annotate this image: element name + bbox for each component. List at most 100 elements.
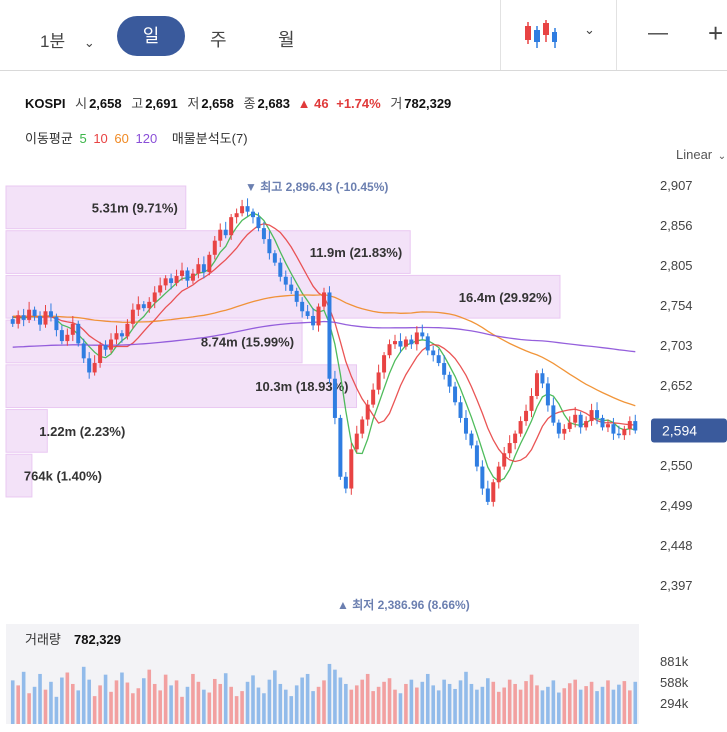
- volume-bar: [169, 685, 173, 724]
- candle-body: [201, 264, 206, 273]
- candle-body: [65, 334, 70, 342]
- volume-bar: [349, 689, 354, 724]
- volume-bar: [453, 688, 457, 724]
- candle-body: [420, 332, 425, 337]
- volume-bar: [551, 680, 556, 724]
- high-label: 고: [131, 96, 144, 111]
- volume-profile-label: 5.31m (9.71%): [92, 200, 178, 215]
- volume-bar: [442, 679, 446, 724]
- y-axis: 2,907 2,856 2,805 2,754 2,703 2,652 2,550 2,499…: [651, 178, 727, 593]
- candle-body: [261, 228, 266, 240]
- volume-bar: [415, 687, 419, 724]
- candle-body: [212, 240, 217, 255]
- volume-bar: [245, 681, 250, 724]
- volume-bar: [540, 690, 545, 724]
- candle-body: [147, 301, 152, 309]
- candle-body: [21, 315, 26, 320]
- chevron-down-icon[interactable]: ⌄: [584, 22, 595, 37]
- candle-body: [278, 262, 283, 277]
- volume-bar: [327, 663, 332, 724]
- candle-body: [190, 273, 195, 281]
- volume-profile-bar: [5, 453, 33, 498]
- zoom-in-button[interactable]: +: [708, 18, 724, 48]
- candle-body: [392, 341, 397, 345]
- max-price-annotation: ▼ 최고 2,896.43 (-10.45%): [245, 179, 388, 194]
- volume-bar: [529, 674, 534, 724]
- scale-select[interactable]: Linear ⌄: [676, 147, 726, 162]
- candle-body: [398, 341, 403, 347]
- volume-bar: [114, 680, 119, 724]
- volume-bar: [502, 687, 507, 724]
- interval-select[interactable]: 1분 ⌄: [40, 27, 95, 52]
- volume-bar: [354, 685, 359, 724]
- tab-week[interactable]: 주: [210, 30, 227, 50]
- candle-body: [103, 345, 108, 350]
- volume-bar: [518, 689, 523, 724]
- candle-body: [491, 482, 496, 502]
- candle-body: [48, 311, 53, 317]
- volume-bar: [546, 686, 550, 724]
- volume-chart: 거래량 782,329 881k 588k 294k: [6, 624, 689, 724]
- volume-profile-bar: [5, 364, 358, 409]
- candle-body: [496, 466, 501, 483]
- candle-body: [616, 433, 621, 436]
- candle-body: [54, 316, 59, 331]
- y-tick-label: 2,448: [660, 538, 693, 553]
- candle-body: [600, 417, 605, 428]
- volume-label: 거: [390, 96, 403, 111]
- tab-day[interactable]: 일: [117, 16, 185, 56]
- quote-summary: KOSPI 시 2,658 고 2,691 저 2,658 종 2,683 ▲ 46 +…: [25, 93, 451, 112]
- volume-bar: [267, 679, 272, 724]
- tab-month[interactable]: 월: [278, 30, 295, 50]
- ma-120-line: [12, 320, 636, 353]
- candle-body: [119, 333, 124, 337]
- candle-body: [196, 264, 201, 274]
- volume-bar: [398, 693, 403, 724]
- volume-bar: [305, 673, 310, 724]
- symbol: KOSPI: [25, 96, 66, 111]
- indicator-legend[interactable]: 이동평균 5 10 60 120 매물분석도(7): [25, 128, 251, 147]
- candle-body: [425, 336, 430, 351]
- volume-bar: [27, 693, 31, 724]
- volume-bar: [38, 673, 42, 724]
- candle-body: [70, 323, 75, 335]
- candle-body: [136, 304, 141, 310]
- volume-bar: [81, 666, 86, 724]
- volume-bar: [147, 669, 152, 724]
- volume-bar: [458, 680, 463, 724]
- volume-tick-label: 588k: [660, 675, 689, 690]
- candle-body: [627, 421, 632, 429]
- candle-body: [382, 355, 387, 373]
- candle-body: [32, 309, 37, 316]
- candle-body: [43, 311, 48, 325]
- volume-bar: [223, 673, 228, 724]
- zoom-out-button[interactable]: —: [648, 22, 668, 44]
- candle-glyph-icon: [525, 20, 557, 48]
- volume-bar: [584, 686, 588, 724]
- candle-body: [283, 276, 288, 285]
- volume-bar: [360, 679, 365, 724]
- min-price-annotation: ▲ 최저 2,386.96 (8.66%): [337, 597, 470, 612]
- high-value: 2,691: [145, 96, 178, 111]
- volume-bar: [256, 687, 261, 724]
- candle-body: [518, 421, 523, 434]
- candle-body: [343, 476, 348, 489]
- divider: [500, 0, 501, 70]
- volume-bar: [496, 691, 501, 724]
- volume-profile-label: 10.3m (18.93%): [255, 379, 348, 394]
- volume-bar: [141, 678, 146, 724]
- volume-bar: [125, 682, 130, 724]
- volume-bar: [54, 696, 59, 724]
- candle-body: [447, 374, 452, 387]
- candle-body: [442, 363, 447, 375]
- volume-title-value: 782,329: [74, 632, 121, 647]
- candle-body: [180, 270, 185, 276]
- candlestick-type-icon[interactable]: [524, 20, 558, 50]
- candle-body: [360, 419, 365, 434]
- candle-body: [567, 422, 572, 429]
- volume-bar: [311, 691, 315, 724]
- volume-bar: [589, 681, 594, 724]
- volume-bar: [174, 680, 179, 724]
- y-tick-label: 2,652: [660, 378, 693, 393]
